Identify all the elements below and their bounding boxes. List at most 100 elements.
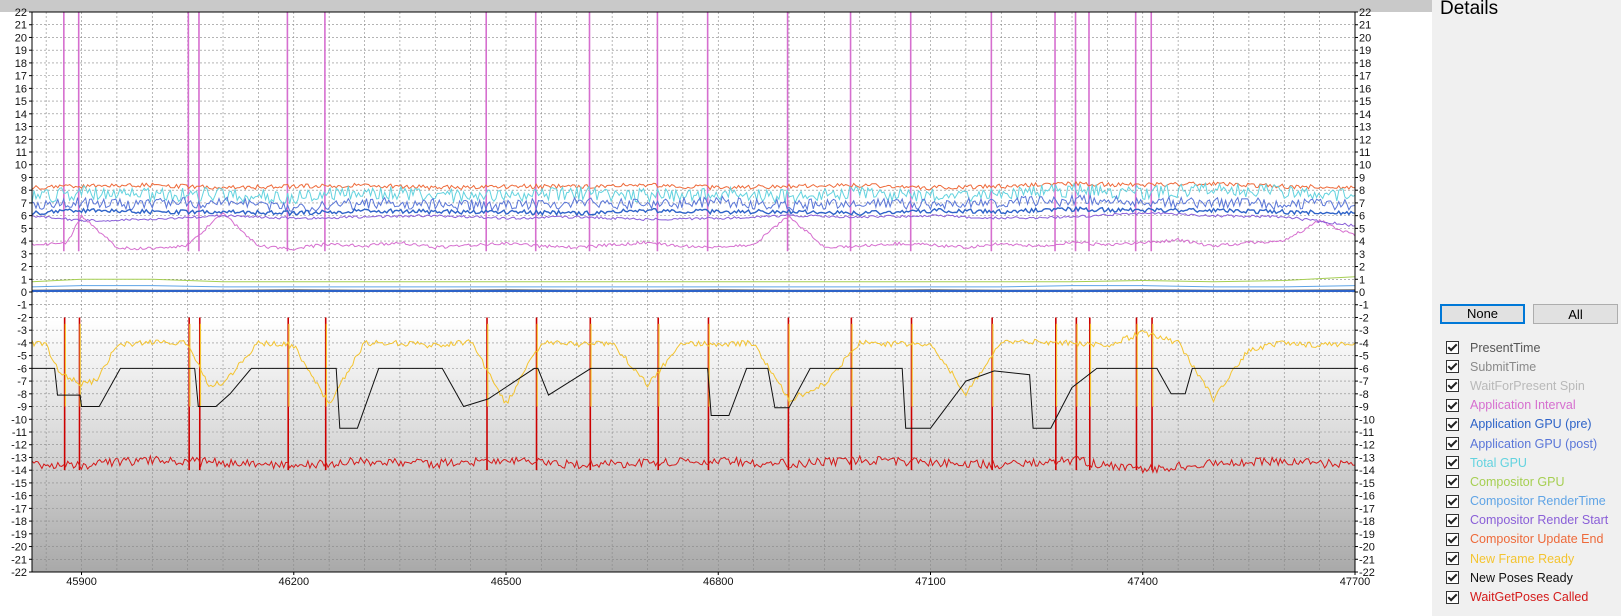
- legend-item[interactable]: New Poses Ready: [1446, 568, 1608, 587]
- checkbox-icon[interactable]: [1446, 437, 1459, 451]
- legend-item[interactable]: WaitForPresent Spin: [1446, 376, 1608, 395]
- legend-label: WaitForPresent Spin: [1470, 378, 1585, 393]
- y-tick-label-right: 5: [1359, 223, 1365, 235]
- legend-label: PresentTime: [1470, 340, 1541, 355]
- y-tick-label-left: -9: [17, 402, 27, 414]
- y-tick-label-left: -3: [17, 325, 27, 337]
- y-tick-label-right: -7: [1359, 376, 1369, 388]
- y-tick-label-right: -13: [1359, 452, 1375, 464]
- y-tick-label-right: -1: [1359, 300, 1369, 312]
- series-line: [31, 205, 1355, 217]
- legend-item[interactable]: WaitGetPoses Called: [1446, 587, 1608, 606]
- legend-label: Compositor Update End: [1470, 532, 1604, 547]
- x-tick-label: 46200: [278, 576, 309, 588]
- y-tick-label-right: -9: [1359, 402, 1369, 414]
- series-line: [32, 367, 1355, 429]
- legend-item[interactable]: Application GPU (post): [1446, 434, 1608, 453]
- checkbox-icon[interactable]: [1446, 513, 1459, 527]
- y-tick-label-left: 9: [21, 172, 27, 184]
- y-tick-label-right: 4: [1359, 236, 1365, 248]
- legend-item[interactable]: SubmitTime: [1446, 357, 1608, 376]
- legend-label: Application Interval: [1470, 398, 1576, 413]
- series-line: [31, 193, 1356, 213]
- y-tick-label-right: -4: [1359, 338, 1369, 350]
- y-tick-label-left: -15: [11, 478, 27, 490]
- checkbox-icon[interactable]: [1446, 552, 1459, 566]
- y-tick-label-left: 6: [21, 211, 27, 223]
- y-tick-label-right: -12: [1359, 440, 1375, 452]
- y-tick-label-right: -17: [1359, 503, 1375, 515]
- y-tick-label-right: 8: [1359, 185, 1365, 197]
- y-tick-label-left: -2: [17, 312, 27, 324]
- y-tick-label-right: 18: [1359, 58, 1371, 70]
- y-tick-label-left: 22: [15, 7, 27, 19]
- series-line: [31, 285, 1356, 288]
- checkbox-icon[interactable]: [1446, 532, 1459, 546]
- legend-item[interactable]: Compositor Render Start: [1446, 511, 1608, 530]
- legend-item[interactable]: Total GPU: [1446, 453, 1608, 472]
- y-tick-label-left: -18: [11, 516, 27, 528]
- y-tick-label-right: 1: [1359, 274, 1365, 286]
- series-line: [31, 454, 1356, 475]
- legend-item[interactable]: New Frame Ready: [1446, 549, 1608, 568]
- legend-item[interactable]: Compositor RenderTime: [1446, 492, 1608, 511]
- none-button[interactable]: None: [1440, 304, 1525, 324]
- series-line: [31, 212, 1356, 251]
- y-tick-label-left: 11: [16, 147, 27, 159]
- checkbox-icon[interactable]: [1446, 475, 1459, 489]
- y-tick-label-right: -22: [1359, 567, 1375, 579]
- series-line: [31, 181, 1356, 205]
- x-tick-label: 47400: [1127, 576, 1158, 588]
- checkbox-icon[interactable]: [1446, 456, 1459, 470]
- y-tick-label-right: -6: [1359, 363, 1369, 375]
- y-tick-label-left: -6: [17, 363, 27, 375]
- y-tick-label-left: 4: [21, 236, 27, 248]
- y-tick-label-right: -16: [1359, 491, 1375, 503]
- checkbox-icon[interactable]: [1446, 360, 1459, 374]
- timing-chart[interactable]: -22 -22 -21 -21 -20 -20 -19 -19 -18 -18 -17 -17 -16-…: [0, 0, 1432, 616]
- y-tick-label-right: 10: [1359, 160, 1371, 172]
- checkbox-icon[interactable]: [1446, 379, 1459, 393]
- legend-label: Compositor GPU: [1470, 474, 1565, 489]
- legend-label: Application GPU (pre): [1470, 417, 1592, 432]
- series-line: [31, 180, 1355, 191]
- all-button[interactable]: All: [1533, 304, 1618, 324]
- checkbox-icon[interactable]: [1446, 341, 1459, 355]
- y-tick-label-right: -3: [1359, 325, 1369, 337]
- y-tick-label-right: 21: [1359, 20, 1371, 32]
- y-tick-label-left: -11: [12, 427, 27, 439]
- y-tick-label-left: -10: [11, 414, 27, 426]
- y-tick-label-left: 20: [15, 32, 27, 44]
- y-tick-label-right: 6: [1359, 211, 1365, 223]
- y-tick-label-left: -14: [11, 465, 27, 477]
- y-tick-label-left: 10: [15, 160, 27, 172]
- y-tick-label-right: 9: [1359, 172, 1365, 184]
- y-tick-label-right: 13: [1359, 122, 1371, 134]
- y-tick-label-right: 3: [1359, 249, 1365, 261]
- legend-label: New Poses Ready: [1470, 570, 1573, 585]
- series-line: [31, 330, 1356, 405]
- y-tick-label-right: 0: [1359, 287, 1365, 299]
- legend-item[interactable]: Compositor Update End: [1446, 530, 1608, 549]
- checkbox-icon[interactable]: [1446, 417, 1459, 431]
- y-tick-label-right: -15: [1359, 478, 1375, 490]
- y-tick-label-left: 1: [21, 274, 27, 286]
- checkbox-icon[interactable]: [1446, 571, 1459, 585]
- legend-item[interactable]: Compositor GPU: [1446, 472, 1608, 491]
- y-tick-label-right: -18: [1359, 516, 1375, 528]
- checkbox-icon[interactable]: [1446, 398, 1459, 412]
- y-tick-label-left: 14: [15, 109, 27, 121]
- y-tick-label-left: 15: [15, 96, 27, 108]
- x-tick-label: 46800: [703, 576, 734, 588]
- legend-item[interactable]: Application Interval: [1446, 396, 1608, 415]
- checkbox-icon[interactable]: [1446, 590, 1459, 604]
- checkbox-icon[interactable]: [1446, 494, 1459, 508]
- legend-item[interactable]: Application GPU (pre): [1446, 415, 1608, 434]
- y-tick-label-right: -19: [1359, 529, 1375, 541]
- y-tick-label-right: 12: [1359, 134, 1371, 146]
- legend-item[interactable]: PresentTime: [1446, 338, 1608, 357]
- y-tick-label-left: -19: [11, 529, 27, 541]
- y-tick-label-left: 12: [15, 134, 27, 146]
- y-tick-label-left: -7: [17, 376, 27, 388]
- y-tick-label-left: 5: [21, 223, 27, 235]
